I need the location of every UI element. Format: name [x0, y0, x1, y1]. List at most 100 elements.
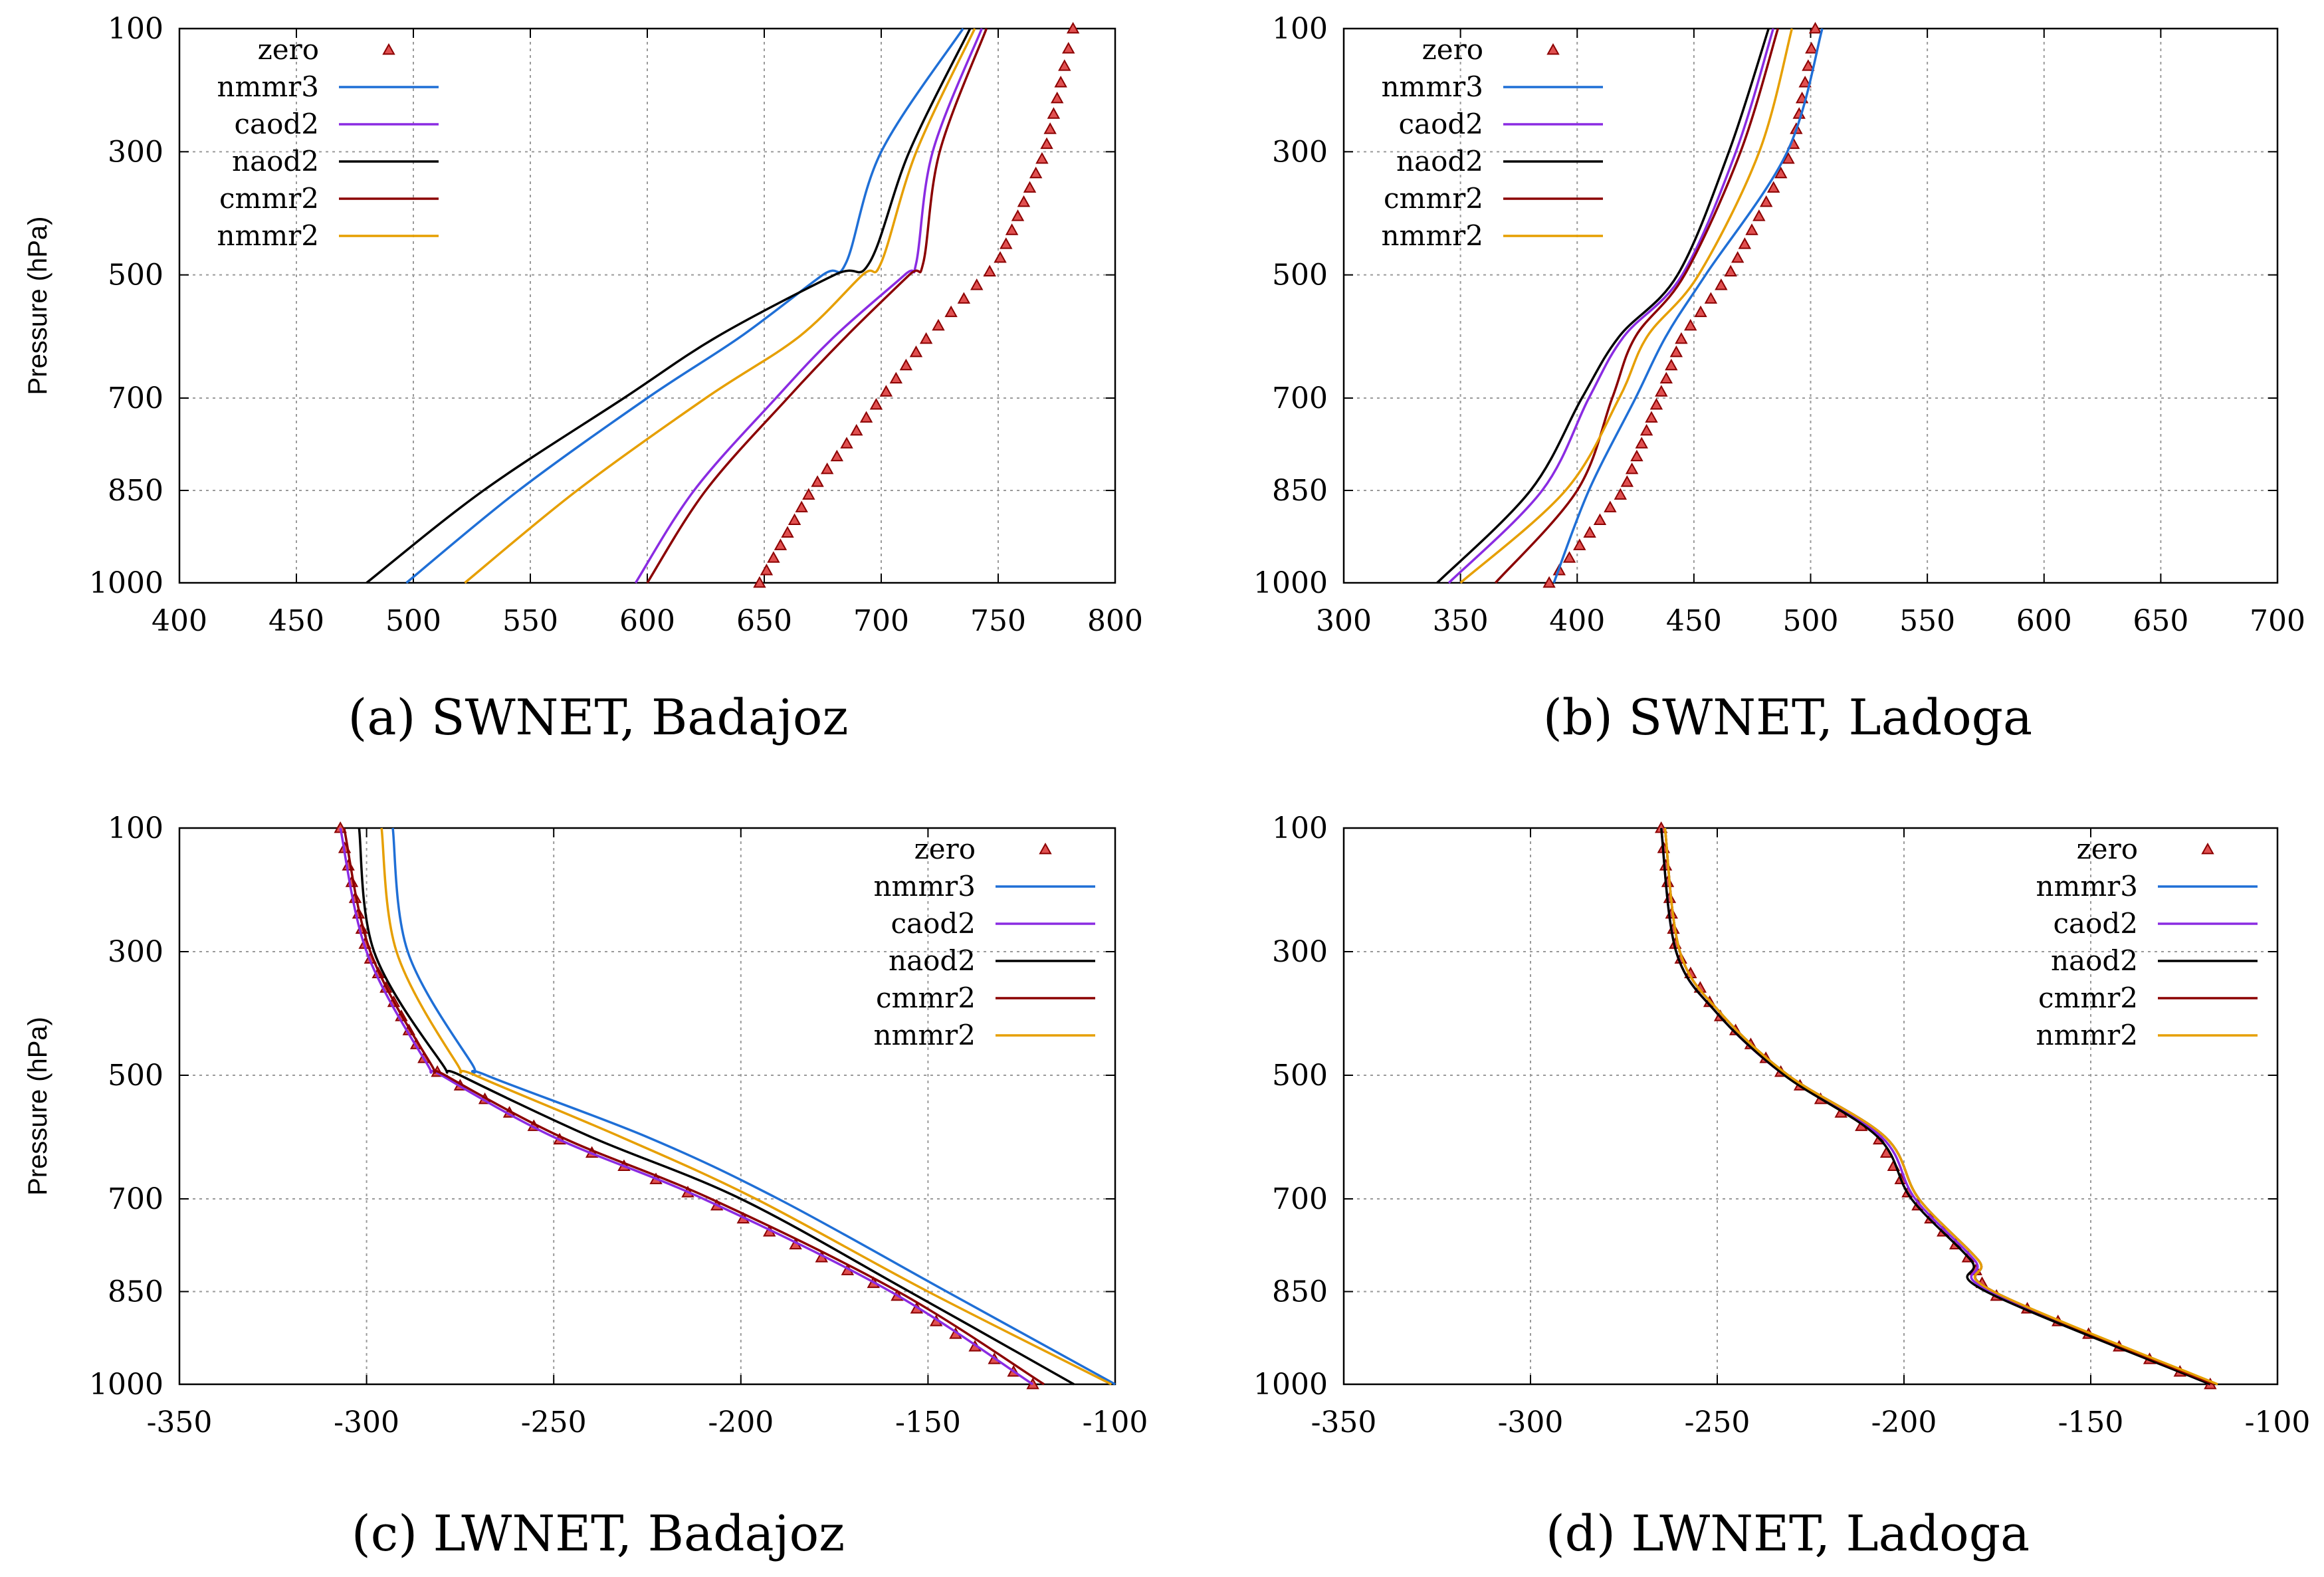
data-point-zero — [1694, 305, 1707, 318]
legend-label-zero: zero — [914, 833, 976, 865]
panel-caption: (a) SWNET, Badajoz — [348, 689, 849, 746]
x-tick-label: 650 — [736, 604, 792, 638]
data-point-zero — [1782, 152, 1795, 164]
data-point-zero — [1731, 251, 1744, 263]
data-point-zero — [1005, 223, 1019, 235]
y-tick-label: 700 — [1272, 381, 1328, 415]
data-point-zero — [1655, 385, 1668, 397]
x-tick-label: 350 — [1433, 604, 1489, 638]
legend-label-caod2: caod2 — [1399, 108, 1483, 140]
data-point-zero — [1805, 42, 1818, 54]
data-point-zero — [1752, 209, 1766, 221]
data-point-zero — [1017, 195, 1031, 207]
legend-swatch-zero — [1039, 842, 1052, 855]
data-point-zero — [983, 264, 996, 277]
legend-label-caod2: caod2 — [891, 907, 976, 940]
series-zero-markers — [753, 21, 1080, 588]
x-tick-label: -150 — [895, 1406, 961, 1439]
data-point-zero — [1023, 181, 1037, 193]
legend-label-caod2: caod2 — [2054, 907, 2138, 940]
y-tick-label: 500 — [1272, 1059, 1328, 1093]
data-point-zero — [1808, 21, 1822, 34]
data-point-zero — [1593, 513, 1607, 525]
x-tick-label: 500 — [385, 604, 441, 638]
y-tick-label: 700 — [108, 1182, 163, 1216]
legend-label-nmmr2: nmmr2 — [217, 219, 319, 252]
x-tick-label: 600 — [619, 604, 675, 638]
y-tick-label: 300 — [1272, 935, 1328, 969]
legend-label-cmmr2: cmmr2 — [1384, 182, 1483, 215]
legend-label-naod2: naod2 — [1396, 145, 1483, 177]
y-tick-label: 100 — [1272, 12, 1328, 46]
x-tick-label: 550 — [502, 604, 558, 638]
legend-label-nmmr3: nmmr3 — [1381, 70, 1483, 103]
data-point-zero — [1066, 21, 1080, 34]
y-tick-label: 300 — [108, 135, 163, 169]
y-tick-label: 1000 — [89, 1368, 163, 1402]
data-point-zero — [1604, 500, 1617, 512]
legend-label-cmmr2: cmmr2 — [876, 982, 976, 1014]
legend-label-naod2: naod2 — [2051, 944, 2138, 977]
legend: zero nmmr3 caod2 naod2 cmmr2 nmmr2 — [1381, 33, 1603, 252]
data-point-zero — [1051, 91, 1064, 104]
y-tick-label: 300 — [1272, 135, 1328, 169]
legend-label-zero: zero — [1422, 33, 1483, 66]
x-tick-label: -250 — [1685, 1406, 1750, 1439]
data-point-zero — [1760, 195, 1773, 207]
data-point-zero — [899, 358, 913, 371]
data-point-zero — [1573, 538, 1586, 550]
panel-caption: (d) LWNET, Ladoga — [1546, 1505, 2030, 1562]
data-point-zero — [1562, 551, 1576, 563]
data-point-zero — [869, 397, 883, 410]
data-point-zero — [1715, 278, 1728, 290]
y-tick-label: 850 — [1272, 1275, 1328, 1309]
data-point-zero — [1738, 237, 1752, 249]
y-tick-label: 1000 — [89, 566, 163, 600]
data-point-zero — [1542, 576, 1556, 588]
data-point-zero — [932, 318, 945, 331]
series-naod2-line — [1436, 28, 1770, 584]
legend: zero nmmr3 caod2 naod2 cmmr2 nmmr2 — [2036, 833, 2258, 1051]
x-tick-label: -200 — [708, 1406, 774, 1439]
series-cmmr2-line — [646, 28, 988, 583]
y-tick-label: 850 — [1272, 474, 1328, 508]
legend-label-nmmr2: nmmr2 — [1381, 219, 1483, 252]
legend-label-caod2: caod2 — [235, 108, 319, 140]
legend-label-nmmr2: nmmr2 — [873, 1019, 976, 1051]
y-tick-label: 300 — [108, 935, 163, 969]
plot-frame — [178, 27, 1116, 584]
series-nmmr2-line — [1459, 28, 1794, 584]
data-point-zero — [909, 345, 923, 358]
data-point-zero — [957, 292, 971, 304]
chart-panel-3: -350 -300 -250 -200 -150 -100 100 300 500 700 850 1… — [23, 811, 1148, 1562]
data-point-zero — [1724, 264, 1737, 277]
legend-label-naod2: naod2 — [889, 944, 976, 977]
data-point-zero — [820, 462, 834, 474]
x-tick-label: 600 — [2016, 604, 2072, 638]
legend-label-nmmr3: nmmr3 — [2036, 870, 2138, 902]
series-caod2-line — [339, 827, 1034, 1386]
x-tick-label: -100 — [2245, 1406, 2311, 1439]
data-point-zero — [1043, 122, 1057, 134]
x-tick-label: 700 — [2250, 604, 2305, 638]
x-tick-label: -300 — [1498, 1406, 1564, 1439]
data-point-zero — [1661, 875, 1675, 887]
legend-label-zero: zero — [2077, 833, 2138, 865]
data-point-zero — [781, 526, 794, 538]
data-point-zero — [1635, 437, 1648, 449]
data-point-zero — [1054, 75, 1067, 88]
x-tick-label: 500 — [1783, 604, 1839, 638]
legend: zero nmmr3 caod2 naod2 cmmr2 nmmr2 — [873, 833, 1095, 1051]
data-point-zero — [1774, 166, 1788, 179]
legend-swatch-zero — [1546, 43, 1560, 55]
data-point-zero — [994, 251, 1007, 263]
data-point-zero — [850, 423, 863, 436]
y-tick-label: 850 — [108, 474, 163, 508]
x-tick-label: 400 — [152, 604, 207, 638]
plot-frame — [1342, 827, 2279, 1386]
y-tick-label: 100 — [108, 811, 163, 845]
x-tick-label: -350 — [147, 1406, 213, 1439]
data-point-zero — [760, 564, 774, 576]
series-nmmr3-line — [405, 28, 964, 584]
